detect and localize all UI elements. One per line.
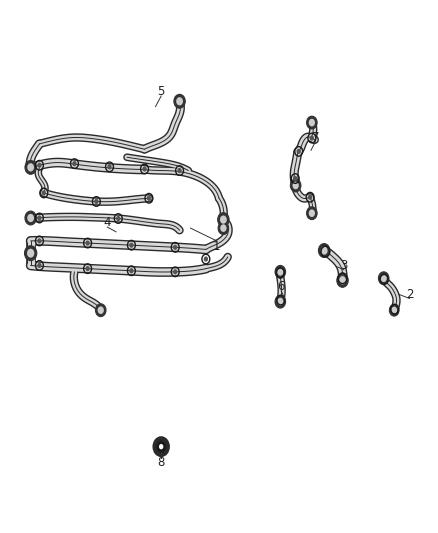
Circle shape [173, 245, 177, 250]
Circle shape [290, 179, 301, 192]
Circle shape [72, 161, 77, 166]
Circle shape [25, 246, 37, 261]
Circle shape [129, 243, 134, 248]
Circle shape [98, 306, 104, 314]
Circle shape [159, 444, 163, 449]
Circle shape [293, 182, 299, 189]
Circle shape [277, 268, 283, 276]
Circle shape [382, 277, 386, 282]
Circle shape [153, 437, 169, 456]
Circle shape [37, 263, 42, 268]
Circle shape [95, 304, 106, 317]
Circle shape [307, 116, 317, 129]
Text: 6: 6 [277, 280, 285, 293]
Circle shape [381, 274, 387, 282]
Circle shape [279, 297, 283, 303]
Circle shape [309, 119, 315, 126]
Circle shape [85, 266, 90, 271]
Circle shape [308, 195, 312, 200]
Circle shape [147, 196, 151, 201]
Circle shape [278, 270, 283, 276]
Circle shape [339, 276, 346, 285]
Circle shape [310, 135, 314, 141]
Circle shape [129, 268, 134, 273]
Text: 2: 2 [406, 288, 413, 301]
Circle shape [42, 190, 46, 196]
Circle shape [174, 94, 185, 108]
Text: 7: 7 [311, 131, 319, 144]
Text: 3: 3 [340, 259, 347, 272]
Circle shape [107, 164, 112, 169]
Circle shape [392, 306, 397, 312]
Circle shape [321, 246, 328, 255]
Circle shape [218, 222, 229, 235]
Circle shape [27, 214, 34, 222]
Circle shape [37, 215, 42, 221]
Circle shape [142, 166, 147, 172]
Circle shape [85, 240, 90, 246]
Circle shape [293, 176, 297, 181]
Circle shape [318, 244, 330, 257]
Circle shape [27, 249, 34, 257]
Circle shape [309, 209, 315, 217]
Circle shape [297, 149, 301, 154]
Circle shape [275, 295, 286, 308]
Circle shape [37, 163, 42, 168]
Circle shape [389, 304, 399, 316]
Circle shape [27, 163, 34, 172]
Circle shape [340, 275, 345, 281]
Circle shape [94, 199, 99, 204]
Text: 1: 1 [213, 240, 221, 253]
Circle shape [307, 207, 317, 220]
Circle shape [378, 272, 389, 285]
Text: 8: 8 [158, 456, 165, 469]
Circle shape [25, 211, 36, 225]
Circle shape [157, 441, 166, 452]
Circle shape [25, 160, 36, 174]
Circle shape [116, 216, 120, 221]
Circle shape [173, 269, 177, 274]
Circle shape [220, 224, 226, 232]
Circle shape [37, 238, 42, 244]
Circle shape [277, 298, 283, 305]
Circle shape [323, 248, 328, 255]
Text: 5: 5 [158, 85, 165, 98]
Circle shape [220, 215, 227, 224]
Circle shape [275, 265, 286, 278]
Circle shape [391, 306, 397, 314]
Text: 4: 4 [103, 216, 111, 229]
Circle shape [218, 213, 229, 227]
Circle shape [337, 273, 348, 287]
Circle shape [177, 168, 182, 173]
Circle shape [176, 97, 183, 106]
Circle shape [204, 256, 208, 262]
